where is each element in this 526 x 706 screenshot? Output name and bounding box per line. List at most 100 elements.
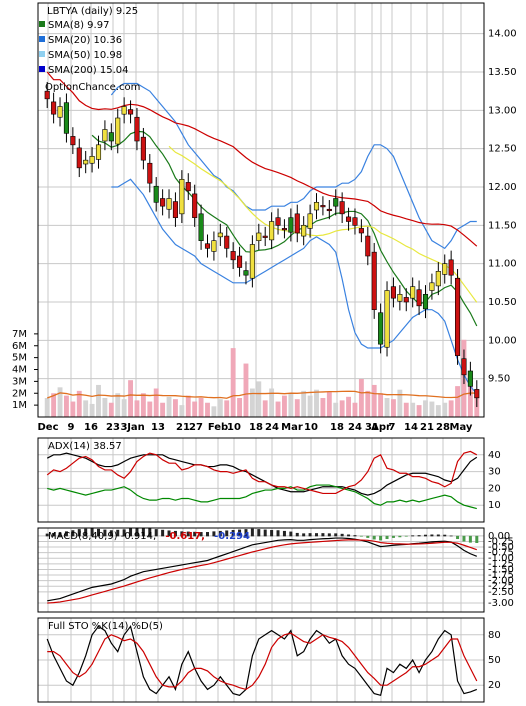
volume-bar: [391, 399, 396, 417]
price-y-ticks: 14.00 13.50 13.00 12.50 12.00 11.50 11.00 10.50…: [488, 29, 517, 385]
date-tick-label: 13: [151, 422, 165, 433]
volume-bar: [384, 398, 390, 417]
candle: [179, 170, 185, 224]
macd-series-line-1: [47, 539, 477, 604]
macd-histogram-bar: [154, 529, 158, 537]
volume-tick-label: 5M: [12, 353, 27, 364]
sto-tick-label: 20: [488, 680, 501, 691]
candle: [185, 173, 191, 201]
volume-bar: [256, 381, 262, 417]
volume-bar: [108, 402, 114, 417]
volume-bar: [44, 398, 50, 417]
volume-bar: [102, 398, 108, 417]
watermark: OptionChance.com: [45, 82, 140, 93]
legend-label: SMA(20) 10.36: [48, 35, 122, 46]
volume-bar: [352, 402, 358, 417]
adx-tick-label: 10: [488, 500, 501, 511]
volume-tick-label: 7M: [12, 329, 27, 340]
volume-tick-label: 3M: [12, 376, 27, 387]
date-tick-label: 27: [189, 422, 203, 433]
stochastic-frame: [37, 617, 485, 703]
volume-bar: [249, 388, 255, 417]
macd-frame: [37, 527, 485, 613]
volume-bar: [147, 401, 153, 417]
legend-swatch: [39, 51, 45, 57]
volume-bar: [262, 400, 268, 417]
sto-series-line-0: [46, 625, 478, 697]
volume-bar: [378, 393, 384, 417]
candle: [140, 127, 146, 170]
date-tick-label: 31: [365, 422, 379, 433]
volume-bar: [230, 348, 236, 417]
stochastic-lines: [46, 625, 478, 697]
candle: [281, 219, 287, 239]
macd-histogram-bar: [193, 531, 197, 537]
macd-histogram-bar: [372, 535, 376, 540]
adx-series-line-0: [46, 452, 478, 496]
candle: [275, 208, 281, 235]
macd-histogram-bar: [103, 529, 107, 537]
candle: [435, 262, 441, 296]
candle: [371, 242, 377, 319]
adx-tick-label: 40: [488, 450, 501, 461]
date-tick-label: 16: [84, 422, 98, 433]
price-tick-label: 12.50: [488, 144, 517, 155]
volume-bar: [403, 402, 409, 417]
macd-histogram-bar: [244, 529, 248, 537]
macd-panel: 0.00-0.25-0.50-0.75-1.00-1.25-1.50-1.75-…: [37, 527, 514, 613]
macd-histogram-bar: [58, 532, 62, 537]
macd-histogram-bar: [90, 528, 94, 537]
volume-bar: [282, 395, 287, 417]
candle: [217, 223, 223, 247]
macd-histogram-bar: [135, 527, 139, 537]
adx-panel: 40 30 20 10 ADX(14) 38.57: [37, 437, 501, 523]
macd-histogram-bar: [334, 533, 338, 537]
macd-histogram-bar: [116, 529, 120, 537]
date-tick-label: 10: [227, 422, 241, 433]
volume-bar: [96, 384, 101, 417]
date-tick-label: Mar: [281, 422, 303, 433]
candle: [57, 97, 63, 127]
bollinger-bands: [46, 71, 478, 395]
volume-bar: [192, 401, 198, 417]
candle: [102, 120, 108, 151]
date-tick-label: 14: [404, 422, 418, 433]
macd-title-line: MACD(8,40,9) -0.914, -0.617, -0.294: [48, 531, 250, 542]
candle: [115, 108, 121, 154]
candle: [89, 147, 95, 173]
candle: [390, 277, 396, 308]
macd-histogram-bar: [167, 530, 171, 537]
sma20-line: [168, 145, 478, 303]
volume-bar: [442, 402, 448, 417]
date-tick-label: Feb: [208, 422, 228, 433]
macd-histogram-bar: [225, 530, 229, 537]
macd-tick-label: -3.00: [488, 598, 514, 609]
volume-bar: [173, 399, 178, 417]
volume-bar: [205, 402, 210, 417]
macd-tick-label: -1.00: [488, 553, 514, 564]
candle: [358, 219, 364, 243]
candle: [224, 226, 230, 258]
volume-bar: [76, 390, 82, 417]
sto-tick-label: 50: [488, 655, 501, 666]
macd-histogram-bar: [250, 528, 254, 537]
candle: [121, 97, 127, 124]
legend-swatch: [39, 36, 45, 42]
macd-histogram-bar: [308, 533, 312, 537]
sma50-line: [46, 71, 478, 247]
macd-histogram-bar: [257, 529, 261, 537]
candle: [365, 226, 371, 266]
macd-histogram-bar: [404, 535, 408, 537]
price-panel: 14.00 13.50 13.00 12.50 12.00 11.50 11.00 10.50…: [12, 2, 517, 433]
macd-histogram-bar: [141, 527, 145, 537]
macd-histogram-bar: [366, 535, 370, 538]
volume-bar: [358, 379, 364, 417]
volume-tick-label: 4M: [12, 365, 27, 376]
volume-bar: [294, 399, 300, 417]
candle: [448, 250, 454, 285]
macd-histogram-bar: [353, 535, 357, 537]
adx-series-line-1: [47, 484, 477, 510]
volume-bar: [320, 398, 326, 417]
